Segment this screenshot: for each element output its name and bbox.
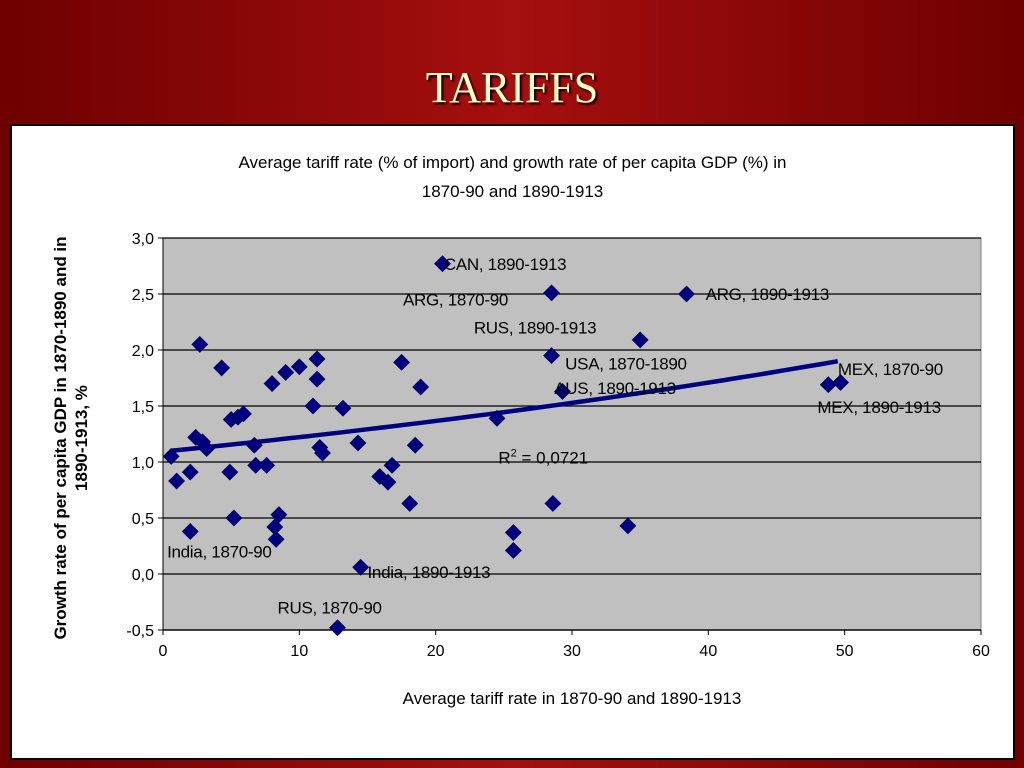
data-point bbox=[191, 335, 209, 353]
data-point bbox=[401, 495, 419, 512]
data-point bbox=[334, 399, 352, 417]
x-tick-label: 40 bbox=[699, 643, 717, 660]
x-tick-label: 10 bbox=[290, 643, 308, 660]
data-point bbox=[162, 447, 180, 465]
data-point bbox=[352, 558, 370, 576]
data-point bbox=[504, 524, 522, 541]
y-axis-label: Growth rate of per capita GDP in 1870-18… bbox=[51, 236, 91, 640]
point-annotation: ARG, 1870-90 bbox=[403, 291, 508, 310]
data-point bbox=[619, 517, 637, 535]
trendline bbox=[170, 358, 839, 454]
x-tick-label: 30 bbox=[563, 643, 581, 660]
x-tick-label: 60 bbox=[972, 643, 990, 660]
data-point bbox=[267, 530, 285, 548]
data-point bbox=[832, 374, 850, 391]
scatter-chart: -0,5 0,0 0,5 1,0 1,5 2,0 2,5 3,0 0 10 20 30 40 50 60 CA… bbox=[126, 231, 990, 660]
x-tick-label: 0 bbox=[159, 643, 168, 660]
point-annotation: USA, 1870-1890 bbox=[565, 354, 687, 373]
data-point bbox=[434, 255, 451, 273]
data-point bbox=[631, 331, 649, 349]
data-point bbox=[181, 523, 199, 540]
data-point bbox=[554, 383, 571, 400]
x-tick-label: 20 bbox=[427, 643, 445, 660]
data-point bbox=[383, 456, 401, 474]
x-axis-label: Average tariff rate in 1870-90 and 1890-… bbox=[402, 689, 742, 708]
data-point bbox=[543, 347, 560, 365]
y-tick-label: 1,0 bbox=[132, 455, 154, 472]
data-point bbox=[198, 440, 216, 457]
data-point bbox=[181, 463, 199, 481]
data-point bbox=[245, 436, 263, 454]
data-point bbox=[235, 405, 252, 423]
data-point bbox=[304, 397, 322, 415]
point-annotation: RUS, 1870-90 bbox=[278, 599, 382, 618]
point-annotation: India, 1890-1913 bbox=[368, 563, 491, 582]
y-tick-label: -0,5 bbox=[126, 623, 154, 640]
data-point bbox=[678, 285, 695, 303]
data-point bbox=[213, 359, 231, 377]
chart-panel: Average tariff rate (% of import) and gr… bbox=[10, 124, 1015, 760]
data-point bbox=[406, 436, 424, 454]
y-tick-label: 0,5 bbox=[132, 511, 154, 528]
y-tick-label: 0,0 bbox=[132, 567, 154, 584]
point-annotation: ARG, 1890-1913 bbox=[706, 285, 829, 304]
data-point bbox=[543, 284, 560, 302]
data-point bbox=[393, 353, 411, 371]
data-point bbox=[314, 444, 331, 462]
data-point bbox=[379, 473, 397, 491]
chart-title-line2: 1870-90 and 1890-1913 bbox=[421, 182, 604, 201]
plot-area bbox=[162, 237, 982, 631]
data-point bbox=[290, 358, 308, 376]
y-tick-label: 1,5 bbox=[132, 399, 154, 416]
data-point bbox=[221, 463, 239, 481]
data-point bbox=[504, 542, 522, 559]
x-tick-label: 50 bbox=[836, 643, 854, 660]
data-point bbox=[168, 472, 186, 490]
data-point bbox=[308, 370, 326, 388]
data-point bbox=[263, 375, 281, 393]
data-point bbox=[488, 409, 506, 427]
r-squared-label: R2 = 0,0721 bbox=[498, 448, 588, 468]
point-annotation: RUS, 1890-1913 bbox=[474, 319, 596, 338]
y-tick-label: 2,5 bbox=[132, 287, 154, 304]
data-point bbox=[544, 495, 562, 512]
data-point bbox=[308, 350, 326, 368]
data-point bbox=[329, 619, 346, 637]
data-point bbox=[277, 363, 295, 381]
point-annotation: MEX, 1890-1913 bbox=[817, 398, 940, 417]
point-annotation: CAN, 1890-1913 bbox=[444, 255, 566, 274]
chart-title-line1: Average tariff rate (% of import) and gr… bbox=[238, 153, 787, 172]
data-point bbox=[270, 506, 288, 524]
data-point bbox=[258, 456, 276, 474]
data-point bbox=[349, 434, 367, 452]
chart-title: Average tariff rate (% of import) and gr… bbox=[12, 148, 1013, 206]
point-annotation: AUS, 1890-1913 bbox=[554, 379, 676, 398]
data-point bbox=[412, 378, 430, 396]
data-point bbox=[225, 509, 243, 527]
slide-title: TARIFFS bbox=[425, 63, 599, 112]
point-annotation: MEX, 1870-90 bbox=[838, 360, 943, 379]
y-tick-label: 2,0 bbox=[132, 343, 154, 360]
point-annotation: India, 1870-90 bbox=[167, 543, 272, 562]
y-tick-label: 3,0 bbox=[132, 231, 154, 248]
